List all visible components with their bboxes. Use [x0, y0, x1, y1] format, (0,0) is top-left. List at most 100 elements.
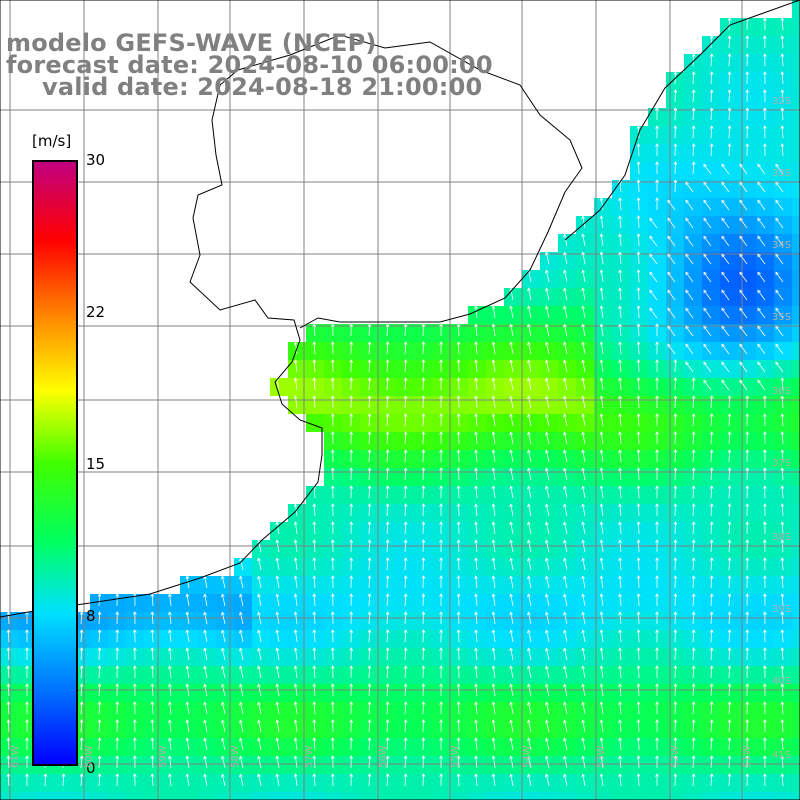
- wind-arrow: [6, 737, 11, 751]
- field-cell: [504, 666, 522, 684]
- wind-arrow: [221, 557, 226, 571]
- wind-arrow: [762, 557, 767, 571]
- wind-arrow: [745, 413, 750, 427]
- field-cell: [756, 234, 774, 252]
- wind-arrow: [25, 755, 29, 768]
- field-cell: [504, 648, 522, 666]
- wind-arrow: [367, 449, 372, 463]
- wind-arrow: [203, 701, 208, 715]
- wind-arrow: [673, 611, 678, 625]
- field-cell: [252, 756, 270, 774]
- wind-arrow: [239, 647, 244, 661]
- wind-arrow: [421, 701, 426, 715]
- field-cell: [522, 450, 540, 468]
- field-cell: [792, 558, 800, 576]
- field-cell: [576, 342, 594, 360]
- wind-arrow: [385, 521, 390, 535]
- wind-arrow: [599, 413, 604, 427]
- wind-arrow: [685, 343, 694, 355]
- wind-arrow: [474, 719, 478, 733]
- wind-arrow: [150, 773, 155, 787]
- wind-arrow: [25, 683, 29, 696]
- field-cell: [648, 216, 666, 234]
- field-cell: [540, 342, 558, 360]
- wind-arrow: [509, 503, 514, 517]
- wind-arrow: [745, 755, 750, 769]
- field-cell: [576, 792, 594, 800]
- wind-arrow: [132, 665, 137, 679]
- wind-arrow: [439, 521, 443, 535]
- wind-arrow: [780, 593, 785, 607]
- wind-arrow: [293, 395, 298, 409]
- wind-arrow: [618, 647, 622, 661]
- wind-arrow: [385, 485, 390, 499]
- field-cell: [486, 342, 504, 360]
- wind-arrow: [349, 449, 354, 463]
- wind-arrow: [474, 665, 478, 679]
- wind-arrow: [150, 683, 155, 697]
- wind-arrow: [25, 737, 29, 750]
- wind-arrow: [703, 379, 712, 391]
- field-cell: [792, 144, 800, 162]
- wind-arrow: [599, 593, 604, 607]
- wind-arrow: [439, 701, 443, 715]
- wind-arrow: [563, 341, 568, 355]
- field-cell: [558, 684, 576, 702]
- wind-arrow: [491, 593, 496, 607]
- field-cell: [756, 324, 774, 342]
- field-cell: [558, 450, 576, 468]
- wind-arrow: [456, 323, 461, 337]
- wind-arrow: [691, 557, 696, 571]
- field-cell: [234, 612, 252, 630]
- wind-arrow: [545, 305, 550, 319]
- wind-arrow: [293, 359, 298, 373]
- field-cell: [252, 774, 270, 792]
- field-cell: [342, 792, 360, 800]
- wind-arrow: [618, 719, 622, 733]
- field-cell: [720, 180, 738, 198]
- wind-arrow: [618, 431, 622, 445]
- wind-arrow: [385, 611, 390, 625]
- wind-arrow: [456, 395, 461, 409]
- field-cell: [108, 792, 126, 800]
- wind-arrow: [61, 773, 66, 787]
- wind-arrow: [636, 431, 641, 445]
- field-cell: [522, 666, 540, 684]
- wind-arrow: [312, 503, 317, 517]
- wind-arrow: [367, 701, 372, 715]
- field-cell: [504, 612, 522, 630]
- field-cell: [792, 432, 800, 450]
- field-cell: [378, 792, 396, 800]
- wind-arrow: [330, 755, 335, 769]
- wind-arrow: [563, 719, 568, 733]
- field-cell: [486, 792, 504, 800]
- field-cell: [684, 306, 702, 324]
- wind-arrow: [618, 521, 622, 535]
- wind-arrow: [762, 125, 767, 139]
- field-cell: [522, 288, 540, 306]
- wind-arrow: [727, 143, 732, 157]
- wind-arrow: [527, 737, 532, 751]
- wind-arrow: [673, 143, 678, 157]
- wind-arrow: [439, 377, 443, 391]
- wind-arrow: [599, 359, 604, 373]
- colorbar-tick-22: 22: [86, 303, 106, 321]
- wind-arrow: [491, 539, 496, 553]
- wind-arrow: [474, 593, 478, 607]
- wind-arrow: [709, 647, 714, 661]
- field-cell: [180, 756, 198, 774]
- lon-label: 61W: [10, 745, 21, 768]
- field-cell: [522, 504, 540, 522]
- wind-arrow: [330, 683, 335, 697]
- wind-arrow: [421, 665, 426, 679]
- wind-arrow: [636, 719, 641, 733]
- field-cell: [180, 630, 198, 648]
- wind-arrow: [257, 719, 262, 733]
- wind-arrow: [745, 125, 750, 139]
- wind-arrow: [349, 503, 354, 517]
- field-cell: [504, 486, 522, 504]
- wind-arrow: [456, 701, 461, 715]
- wind-arrow: [527, 701, 532, 715]
- field-cell: [774, 360, 792, 378]
- wind-arrow: [367, 521, 372, 535]
